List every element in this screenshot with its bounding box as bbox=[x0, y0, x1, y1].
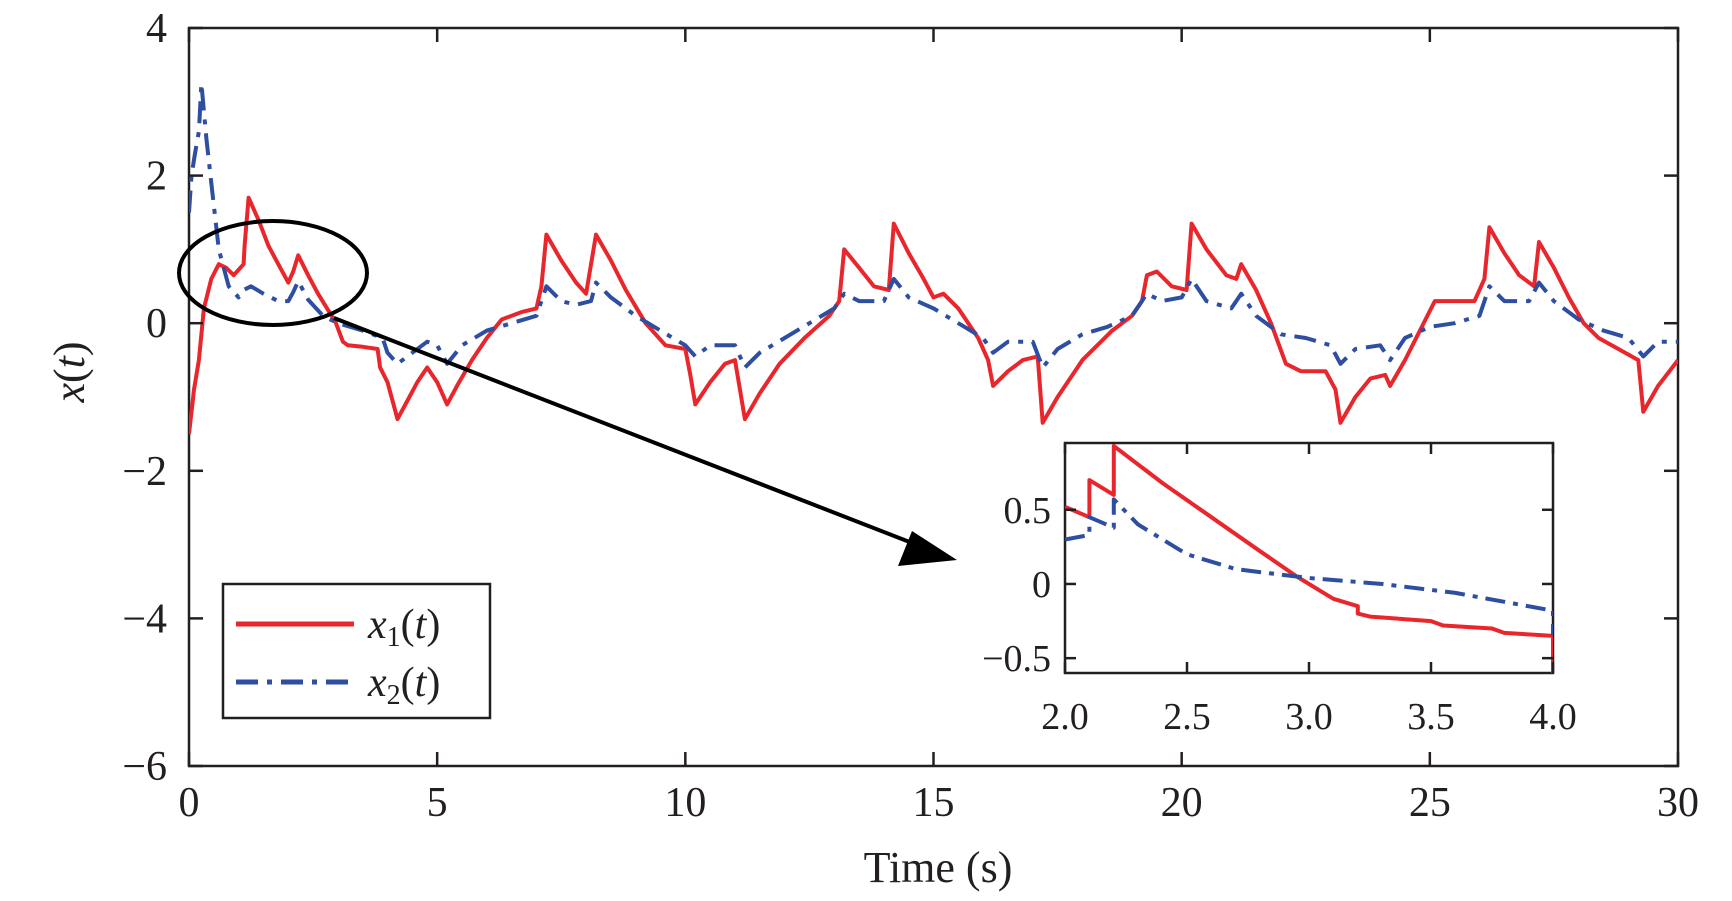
main-ytick-label: −4 bbox=[122, 596, 167, 642]
zoom-arrow-line bbox=[333, 316, 926, 550]
legend: x1(t) x2(t) bbox=[221, 582, 492, 720]
main-series-x2-line bbox=[189, 81, 1678, 370]
inset-xtick-label: 3.5 bbox=[1407, 696, 1455, 738]
main-plot: 0 5 10 15 20 25 30 −6 −4 −2 0 2 4 bbox=[122, 6, 1699, 826]
zoom-region-ellipse bbox=[177, 219, 369, 327]
main-ytick-label: 2 bbox=[146, 154, 167, 200]
inset-plot: 2.0 2.5 3.0 3.5 4.0 −0.5 0 0.5 bbox=[982, 441, 1577, 738]
main-xtick-label: 30 bbox=[1657, 780, 1699, 826]
main-series-group bbox=[189, 81, 1678, 435]
main-xtick-label: 0 bbox=[179, 780, 200, 826]
main-ytick-label: −2 bbox=[122, 449, 167, 495]
inset-series-x1-line bbox=[1065, 444, 1553, 673]
inset-background bbox=[1065, 443, 1553, 673]
inset-series-group bbox=[1065, 444, 1553, 673]
main-ytick-label: −6 bbox=[122, 744, 167, 790]
inset-xtick-label: 2.5 bbox=[1163, 696, 1211, 738]
inset-ytick-label: 0.5 bbox=[1004, 490, 1052, 532]
y-axis-label: x(t) bbox=[45, 341, 94, 403]
zoom-annotation bbox=[177, 219, 957, 566]
inset-ytick-label: −0.5 bbox=[982, 638, 1051, 680]
inset-ytick-label: 0 bbox=[1032, 564, 1051, 606]
main-xtick-label: 15 bbox=[913, 780, 955, 826]
zoom-arrow-head bbox=[898, 531, 957, 566]
main-xtick-label: 20 bbox=[1161, 780, 1203, 826]
main-series-x1-line bbox=[189, 195, 1678, 435]
legend-label-x2: x2(t) bbox=[367, 660, 440, 711]
inset-xtick-label: 2.0 bbox=[1041, 696, 1089, 738]
legend-label-x1: x1(t) bbox=[367, 602, 440, 653]
legend-box bbox=[221, 582, 492, 720]
main-ytick-label: 0 bbox=[146, 301, 167, 347]
inset-xtick-label: 4.0 bbox=[1529, 696, 1577, 738]
inset-xtick-label: 3.0 bbox=[1285, 696, 1333, 738]
main-ytick-label: 4 bbox=[146, 6, 167, 52]
main-xtick-label: 5 bbox=[427, 780, 448, 826]
main-xtick-label: 10 bbox=[664, 780, 706, 826]
x-axis-label: Time (s) bbox=[864, 843, 1013, 892]
main-xtick-label: 25 bbox=[1409, 780, 1451, 826]
inset-series-x2-line bbox=[1065, 497, 1553, 636]
